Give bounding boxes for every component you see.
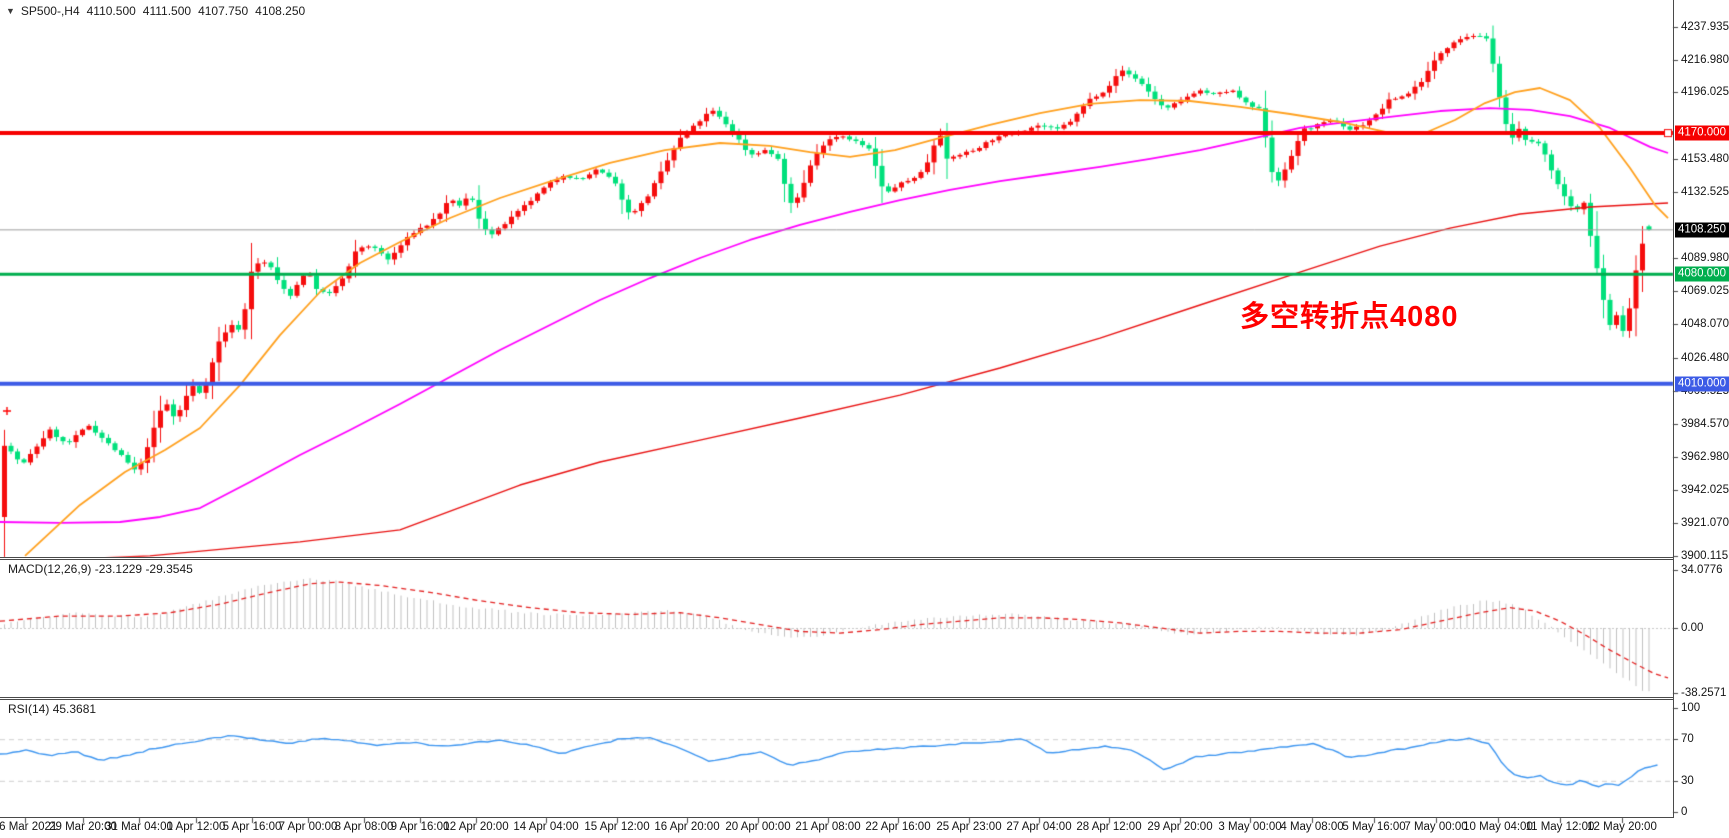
time-axis-label: 26 Mar 2021: [0, 821, 58, 833]
rsi-value: 45.3681: [52, 702, 97, 716]
indicator-scale-label: -38.2571: [1681, 687, 1727, 699]
price-axis-label: 3900.115: [1681, 549, 1729, 562]
indicator-scale-label: 100: [1681, 702, 1701, 714]
price-axis-label: 3921.070: [1681, 517, 1729, 530]
price-axis-label: 3942.025: [1681, 484, 1729, 497]
time-axis-label: 25 Apr 23:00: [936, 821, 1002, 833]
symbol-period-label: SP500-,H4: [20, 4, 80, 18]
ohlc-low: 4107.750: [198, 4, 249, 18]
indicator-scale-label: 0.00: [1681, 622, 1704, 634]
price-tag: 4170.000: [1675, 125, 1729, 141]
time-axis-label: 10 May 04:00: [1463, 821, 1533, 833]
pane-separator: [0, 559, 1674, 560]
pane-separator: [0, 699, 1674, 700]
time-axis-label: 22 Apr 16:00: [865, 821, 931, 833]
time-axis-label: 8 Apr 08:00: [334, 821, 394, 833]
price-axis-label: 4196.025: [1681, 86, 1729, 99]
time-axis-label: 28 Apr 12:00: [1076, 821, 1142, 833]
time-axis-label: 16 Apr 20:00: [654, 821, 720, 833]
time-axis-label: 11 May 12:00: [1525, 821, 1595, 833]
time-axis-label: 12 May 20:00: [1587, 821, 1657, 833]
time-axis-label: 20 Apr 00:00: [725, 821, 791, 833]
ohlc-open: 4110.500: [86, 4, 136, 18]
time-axis-label: 14 Apr 04:00: [513, 821, 579, 833]
pane-separator[interactable]: [0, 557, 1674, 558]
indicator-scale-label: 30: [1681, 775, 1694, 787]
rsi-label: RSI(14) 45.3681: [8, 702, 96, 716]
price-axis-label: 4026.480: [1681, 351, 1729, 364]
time-axis-label: 31 Mar 04:00: [105, 821, 173, 833]
chart-annotation-text[interactable]: 多空转折点4080: [1240, 301, 1459, 333]
time-axis-label: 21 Apr 08:00: [795, 821, 861, 833]
time-axis-label: 3 May 00:00: [1218, 821, 1282, 833]
time-axis-label: 27 Apr 04:00: [1006, 821, 1072, 833]
price-axis-label: 4048.070: [1681, 318, 1729, 331]
price-axis-label: 4089.980: [1681, 252, 1729, 265]
time-axis-label: 4 May 08:00: [1280, 821, 1344, 833]
indicator-scale-label: 34.0776: [1681, 564, 1723, 576]
time-axis-label: 12 Apr 20:00: [443, 821, 509, 833]
time-axis-label: 29 Mar 20:00: [49, 821, 117, 833]
rsi-name: RSI(14): [8, 702, 50, 716]
time-axis-label: 29 Apr 20:00: [1147, 821, 1213, 833]
chart-header: ▼ SP500-,H4 4110.500 4111.500 4107.750 4108.2…: [6, 4, 305, 18]
price-axis-label: 4132.525: [1681, 185, 1729, 198]
ohlc-high: 4111.500: [142, 4, 192, 18]
price-axis-border: [1673, 0, 1674, 818]
price-axis-label: 4069.025: [1681, 285, 1729, 298]
price-tag: 4010.000: [1675, 376, 1729, 392]
ohlc-close: 4108.250: [255, 4, 306, 18]
macd-label: MACD(12,26,9) -23.1229 -29.3545: [8, 562, 193, 576]
time-axis-label: 1 Apr 12:00: [166, 821, 226, 833]
time-axis-label: 15 Apr 12:00: [584, 821, 650, 833]
macd-signal-value: -29.3545: [145, 562, 193, 576]
price-axis-label: 3962.980: [1681, 451, 1729, 464]
price-tag: 4108.250: [1675, 222, 1729, 238]
price-axis-label: 3984.570: [1681, 417, 1729, 430]
macd-name: MACD(12,26,9): [8, 562, 92, 576]
time-axis-label: 7 May 00:00: [1404, 821, 1468, 833]
indicator-scale-label: 70: [1681, 733, 1694, 745]
price-axis-label: 4237.935: [1681, 20, 1729, 33]
pane-separator: [0, 817, 1674, 818]
time-axis-label: 9 Apr 16:00: [390, 821, 450, 833]
pane-separator[interactable]: [0, 697, 1674, 698]
time-axis-label: 7 Apr 00:00: [278, 821, 338, 833]
chevron-down-icon[interactable]: ▼: [6, 6, 15, 16]
price-axis-label: 4153.480: [1681, 153, 1729, 165]
time-axis-label: 5 May 16:00: [1342, 821, 1406, 833]
macd-main-value: -23.1229: [94, 562, 143, 576]
indicator-scale-label: 0: [1681, 806, 1688, 818]
price-axis-label: 4216.980: [1681, 53, 1729, 66]
price-tag: 4080.000: [1675, 266, 1729, 282]
time-axis-label: 5 Apr 16:00: [222, 821, 282, 833]
